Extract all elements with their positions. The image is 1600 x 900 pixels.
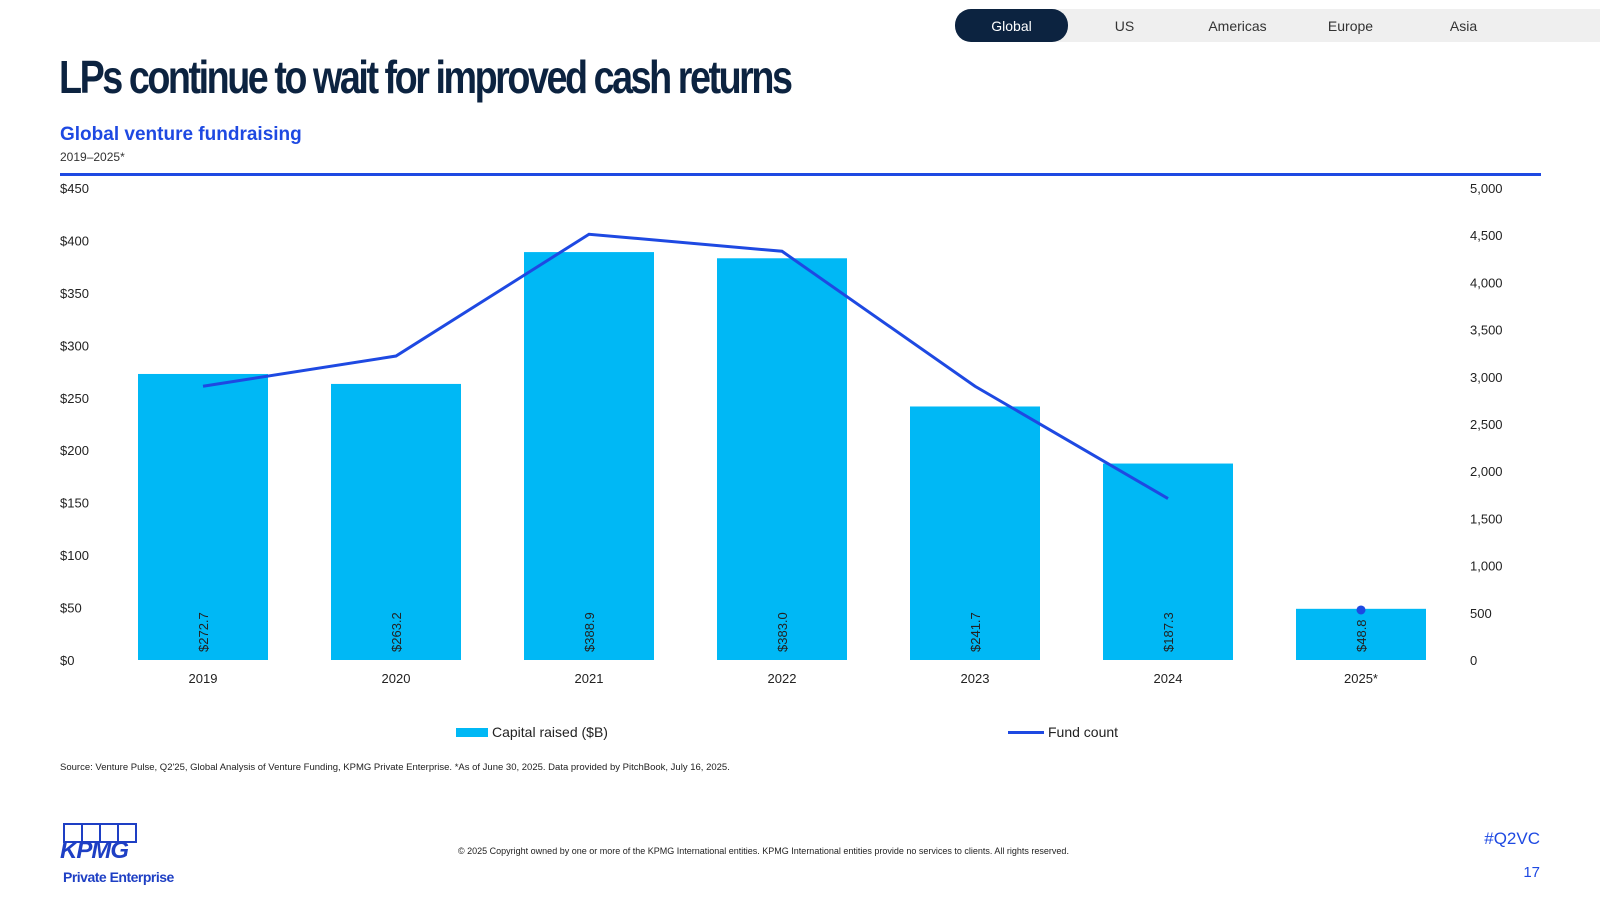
- left-axis-tick: $50: [60, 601, 82, 616]
- bar-data-label: $241.7: [968, 612, 983, 652]
- tab-asia[interactable]: Asia: [1449, 17, 1478, 34]
- tab-global[interactable]: Global: [955, 9, 1068, 42]
- svg-text:KPMG: KPMG: [60, 837, 128, 864]
- left-axis-tick: $450: [60, 181, 89, 196]
- logo-subtitle: Private Enterprise: [63, 869, 174, 885]
- x-axis-tick: 2025*: [1344, 671, 1378, 686]
- bar-2020: [331, 383, 461, 660]
- left-axis-tick: $150: [60, 496, 89, 511]
- tab-europe[interactable]: Europe: [1327, 17, 1374, 34]
- tab-americas[interactable]: Americas: [1208, 17, 1267, 34]
- hashtag: #Q2VC: [1484, 829, 1540, 848]
- legend-bar-swatch: [456, 727, 488, 737]
- legend-capital-label: Capital raised ($B): [492, 724, 608, 740]
- left-axis-tick: $400: [60, 233, 89, 248]
- chart-title: Global venture fundraising: [60, 124, 302, 145]
- bar-data-label: $383.0: [775, 612, 790, 652]
- fund-count-line: [202, 232, 1169, 500]
- x-axis-tick: 2019: [189, 671, 218, 686]
- bar-data-label: $48.8: [1354, 619, 1369, 652]
- right-axis-tick: 3,500: [1470, 323, 1503, 338]
- chart: $0 $50 $100 $150 $200 $250 $300 $350 $400 $450 0 50…: [60, 181, 1503, 686]
- legend-fund-count: Fund count: [1008, 724, 1118, 740]
- right-axis-tick: 5,000: [1470, 181, 1503, 196]
- right-axis-tick: 500: [1470, 606, 1492, 621]
- right-axis-tick: 4,000: [1470, 275, 1503, 290]
- left-axis-tick: $200: [60, 443, 89, 458]
- copyright: © 2025 Copyright owned by one or more of…: [458, 846, 1069, 856]
- legend-line-swatch: [1008, 730, 1044, 734]
- region-tabs: Global US Americas Europe Asia: [955, 9, 1600, 42]
- right-axis-tick: 1,000: [1470, 559, 1503, 574]
- chart-range: 2019–2025*: [60, 150, 125, 164]
- bar-2023: [910, 406, 1040, 660]
- x-axis-tick: 2023: [961, 671, 990, 686]
- x-axis-tick: 2020: [382, 671, 411, 686]
- bar-2021: [524, 252, 654, 661]
- bar-2019: [138, 373, 268, 660]
- x-axis-tick: 2021: [575, 671, 604, 686]
- left-axis-tick: $250: [60, 391, 89, 406]
- bar-data-label: $272.7: [196, 612, 211, 652]
- fund-count-point-2025: [1356, 605, 1366, 615]
- bar-data-label: $187.3: [1161, 612, 1176, 652]
- right-axis-tick: 2,000: [1470, 464, 1503, 479]
- tab-us[interactable]: US: [1114, 17, 1135, 34]
- bar-2024: [1103, 463, 1233, 660]
- x-axis-tick: 2024: [1154, 671, 1183, 686]
- x-axis-tick: 2022: [768, 671, 797, 686]
- page-title: LPs continue to wait for improved cash r…: [59, 51, 793, 103]
- left-axis-tick: $350: [60, 286, 89, 301]
- right-axis-tick: 4,500: [1470, 228, 1503, 243]
- divider: [60, 173, 1541, 176]
- source-note: Source: Venture Pulse, Q2'25, Global Ana…: [60, 762, 730, 773]
- right-axis-tick: 1,500: [1470, 511, 1503, 526]
- bar-2025*: [1296, 608, 1426, 660]
- right-axis-tick: 3,000: [1470, 370, 1503, 385]
- left-axis-tick: $100: [60, 548, 89, 563]
- page-number: 17: [1523, 864, 1540, 881]
- bar-2022: [717, 258, 847, 660]
- legend-capital: Capital raised ($B): [456, 724, 608, 740]
- right-axis-tick: 0: [1470, 653, 1477, 668]
- left-axis-tick: $300: [60, 338, 89, 353]
- bar-data-label: $263.2: [389, 612, 404, 652]
- kpmg-logo: KPMG Private Enterprise: [60, 822, 174, 885]
- bar-data-label: $388.9: [582, 612, 597, 652]
- left-axis-tick: $0: [60, 653, 74, 668]
- kpmg-logo-mark: KPMG: [60, 823, 137, 864]
- right-axis-tick: 2,500: [1470, 417, 1503, 432]
- legend-fund-label: Fund count: [1048, 724, 1119, 740]
